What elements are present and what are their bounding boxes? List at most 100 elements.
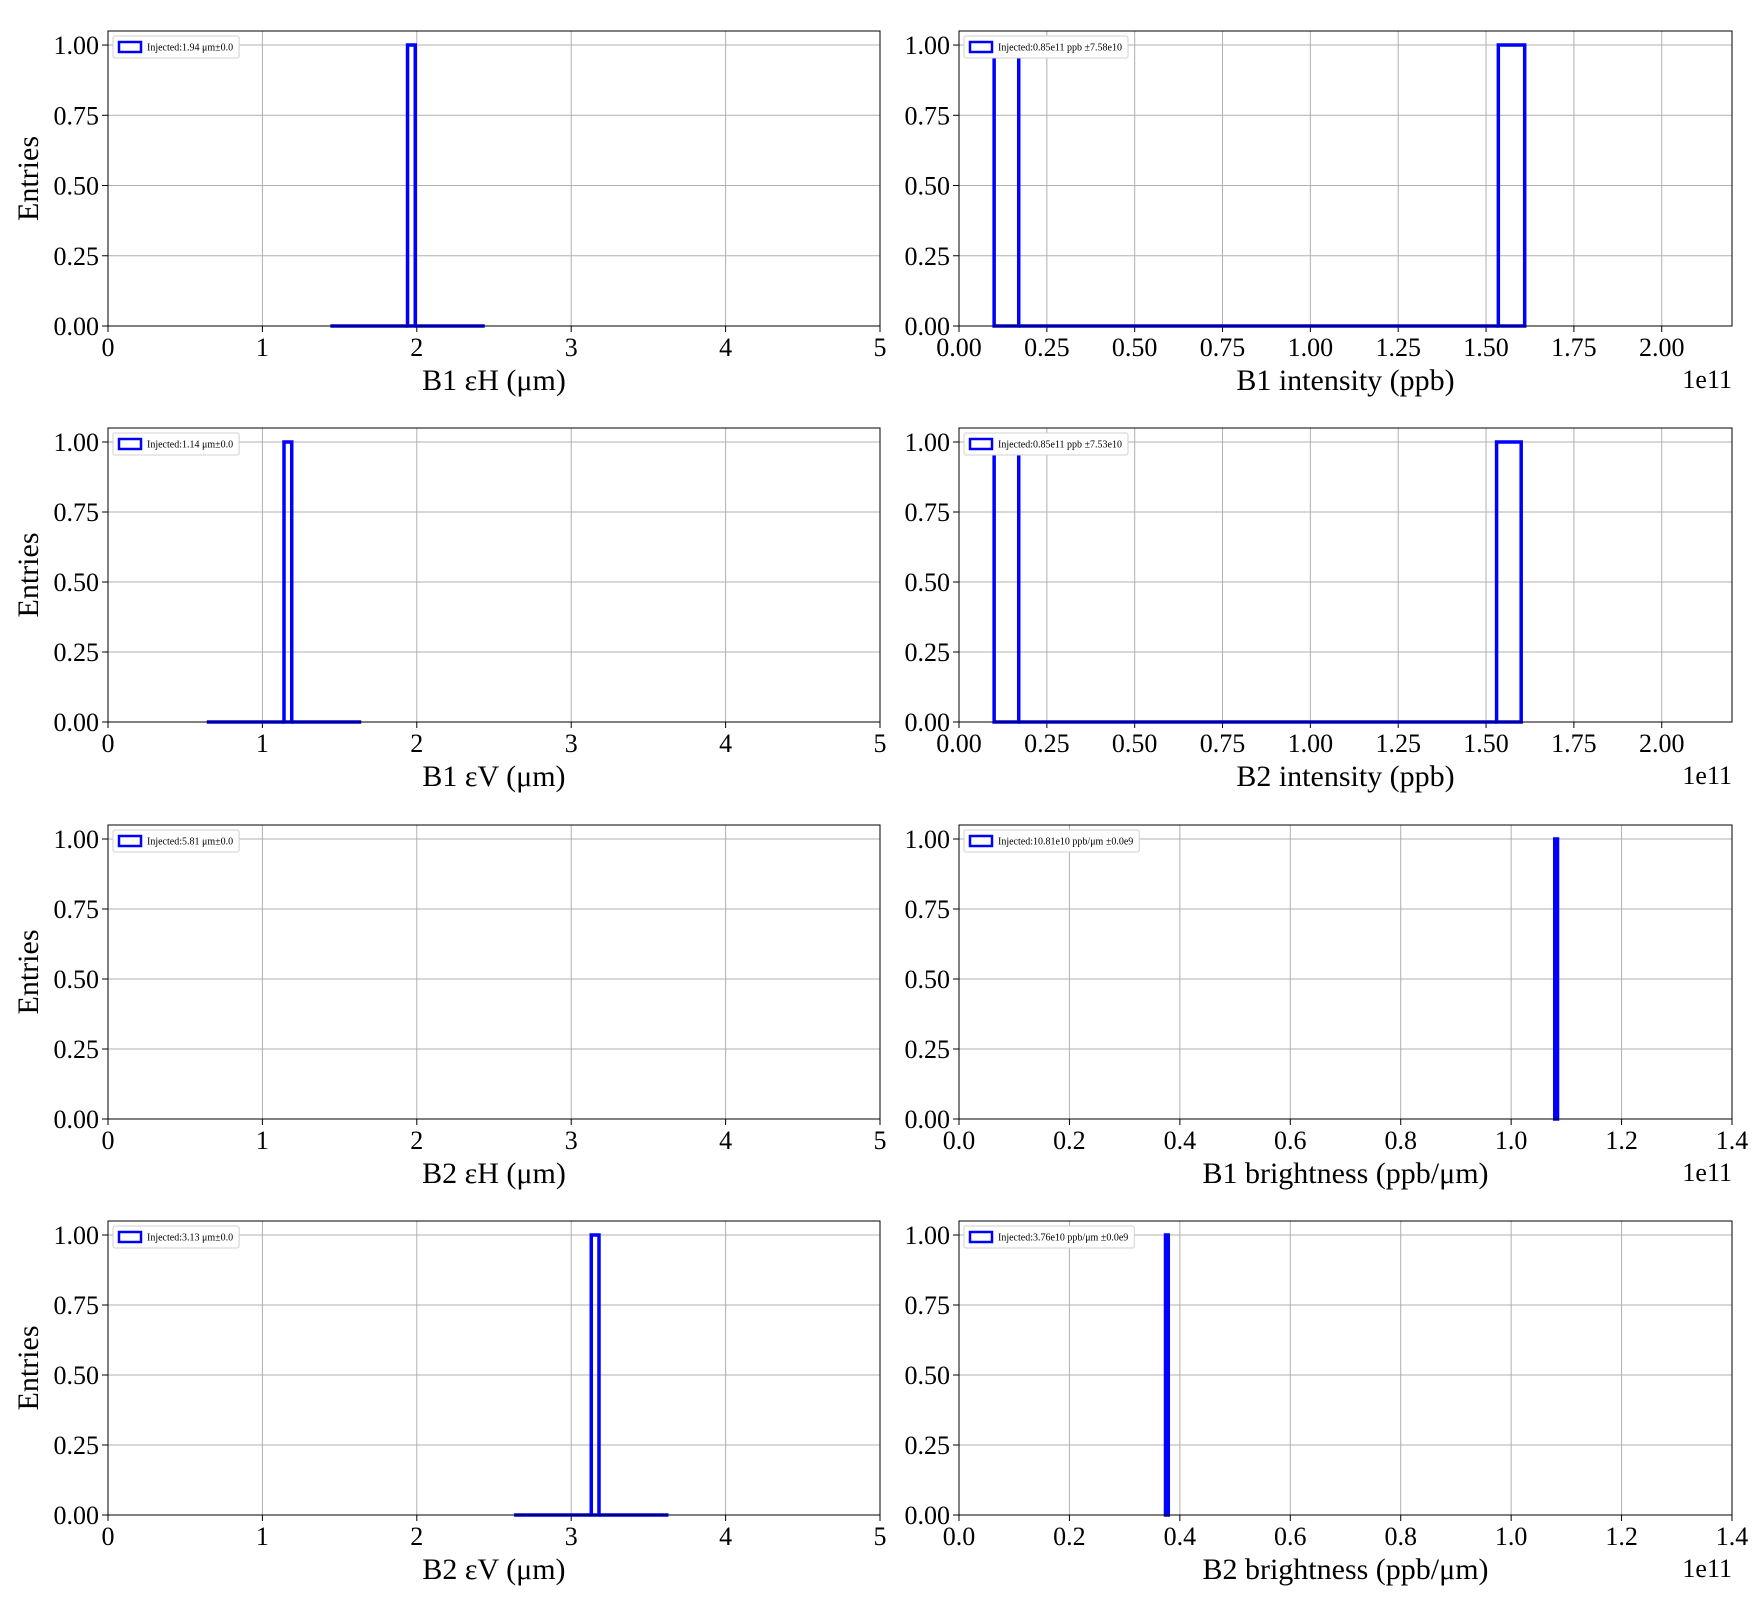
y-tick-label: 0.25	[54, 638, 100, 667]
axes-frame	[107, 1220, 881, 1516]
x-axis-label: B2 brightness (ppb/μm)	[1202, 1553, 1488, 1586]
x-tick-label: 5	[874, 729, 887, 758]
legend-swatch	[968, 834, 994, 848]
legend-box	[963, 35, 1129, 59]
x-tick-label: 0.00	[936, 729, 982, 758]
x-tick-label: 0.8	[1384, 1522, 1417, 1551]
x-tick-label: 1.50	[1463, 333, 1509, 362]
x-tick-label: 0.2	[1053, 1126, 1086, 1155]
x-tick-label: 1.50	[1463, 729, 1509, 758]
x-tick-label: 3	[565, 333, 578, 362]
subplot: 0.00 0.25 0.50 0.75 1.00 0 1 2 3 4 5 B1 εH (μm) Entr…	[12, 30, 887, 397]
histogram	[1163, 1233, 1171, 1517]
y-tick-label: 0.00	[905, 1501, 951, 1530]
y-tick-label: 0.25	[905, 1035, 951, 1064]
subplot: 0.00 0.25 0.50 0.75 1.00 0.0 0.2 0.4 0.6 0.8 1.0 1.…	[905, 1220, 1748, 1586]
x-tick-label: 2	[410, 333, 423, 362]
subplot: 0.00 0.25 0.50 0.75 1.00 0.0 0.2 0.4 0.6 0.8 1.0 1.…	[905, 824, 1749, 1190]
legend-label: Injected:1.14 μm±0.0	[147, 440, 233, 451]
histogram	[1553, 837, 1560, 1121]
x-tick-label: 2	[410, 1126, 423, 1155]
subplot: 0.00 0.25 0.50 0.75 1.00 0 1 2 3 4 5 B1 εV (μm) Entr…	[12, 427, 887, 793]
y-axis-label: Entries	[12, 136, 45, 221]
hist-bin	[1553, 837, 1560, 1121]
x-axis-label: B1 intensity (ppb)	[1236, 364, 1454, 397]
x-tick-label: 4	[719, 1522, 732, 1551]
y-tick-label: 0.50	[54, 568, 100, 597]
legend-swatch	[968, 40, 994, 54]
legend-swatch	[117, 834, 143, 848]
y-tick-label: 0.00	[54, 708, 100, 737]
x-tick-label: 0	[102, 333, 115, 362]
y-axis-label: Entries	[12, 930, 45, 1015]
x-tick-label: 1.2	[1605, 1522, 1638, 1551]
x-tick-label: 2	[410, 729, 423, 758]
y-tick-label: 1.00	[905, 825, 951, 854]
y-tick-label: 0.00	[54, 1105, 100, 1134]
y-tick-label: 0.50	[54, 965, 100, 994]
y-tick-label: 1.00	[905, 1221, 951, 1250]
y-tick-label: 0.75	[905, 498, 951, 527]
y-tick-label: 0.75	[54, 101, 100, 130]
x-tick-label: 4	[719, 1126, 732, 1155]
x-tick-label: 0	[102, 1522, 115, 1551]
subplot: 0.00 0.25 0.50 0.75 1.00 0.00 0.25 0.50 0.75 1.00…	[905, 427, 1733, 793]
x-axis-label: B1 εH (μm)	[422, 364, 566, 397]
legend-box	[112, 1225, 240, 1249]
x-tick-label: 0.8	[1384, 1126, 1417, 1155]
x-tick-label: 0.25	[1024, 333, 1070, 362]
subplot: 0.00 0.25 0.50 0.75 1.00 0 1 2 3 4 5 B2 εV (μm) Entr…	[12, 1220, 887, 1586]
y-tick-label: 0.25	[905, 638, 951, 667]
x-tick-label: 3	[565, 1126, 578, 1155]
x-tick-label: 1	[256, 1522, 269, 1551]
x-tick-label: 1.0	[1495, 1522, 1528, 1551]
x-tick-label: 4	[719, 729, 732, 758]
legend: Injected:3.76e10 ppb/μm ±0.0e9	[963, 1225, 1135, 1249]
hist-bin	[1163, 1233, 1171, 1517]
legend-label: Injected:3.76e10 ppb/μm ±0.0e9	[998, 1233, 1128, 1244]
x-tick-label: 2.00	[1639, 333, 1685, 362]
legend-box	[963, 829, 1140, 853]
x-tick-label: 0	[102, 1126, 115, 1155]
y-tick-label: 0.75	[905, 101, 951, 130]
x-axis-label: B2 intensity (ppb)	[1236, 760, 1454, 793]
legend-box	[963, 1225, 1135, 1249]
y-tick-label: 0.50	[905, 1361, 951, 1390]
x-tick-label: 1.75	[1551, 729, 1597, 758]
legend-box	[112, 829, 240, 853]
x-tick-label: 1	[256, 729, 269, 758]
y-tick-label: 0.25	[54, 242, 100, 271]
axes-frame	[958, 427, 1733, 723]
x-tick-label: 1.4	[1716, 1126, 1749, 1155]
legend-swatch	[968, 437, 994, 451]
x-tick-label: 0.0	[943, 1522, 976, 1551]
x-tick-label: 1.0	[1495, 1126, 1528, 1155]
y-tick-label: 0.00	[905, 1105, 951, 1134]
axes-frame	[107, 427, 881, 723]
legend: Injected:1.94 μm±0.0	[112, 35, 240, 59]
x-tick-label: 1	[256, 333, 269, 362]
y-tick-label: 1.00	[54, 825, 100, 854]
y-tick-label: 0.50	[54, 1361, 100, 1390]
x-tick-label: 2	[410, 1522, 423, 1551]
x-tick-label: 3	[565, 729, 578, 758]
legend-box	[112, 35, 240, 59]
x-tick-label: 0	[102, 729, 115, 758]
legend: Injected:5.81 μm±0.0	[112, 829, 240, 853]
legend-swatch	[117, 1230, 143, 1244]
subplot: 0.00 0.25 0.50 0.75 1.00 0.00 0.25 0.50 0.75 1.00…	[905, 30, 1733, 397]
legend: Injected:10.81e10 ppb/μm ±0.0e9	[963, 829, 1140, 853]
x-axis-label: B1 εV (μm)	[422, 760, 565, 793]
legend-box	[963, 432, 1129, 456]
y-tick-label: 1.00	[905, 31, 951, 60]
x-tick-label: 1.2	[1605, 1126, 1638, 1155]
x-tick-label: 0.00	[936, 333, 982, 362]
y-tick-label: 0.50	[905, 172, 951, 201]
legend-swatch	[117, 437, 143, 451]
y-tick-label: 1.00	[54, 31, 100, 60]
axes-frame	[107, 30, 881, 327]
y-tick-label: 0.25	[54, 1431, 100, 1460]
axes-frame	[958, 30, 1733, 327]
y-tick-label: 0.00	[54, 312, 100, 341]
y-tick-label: 0.25	[905, 1431, 951, 1460]
